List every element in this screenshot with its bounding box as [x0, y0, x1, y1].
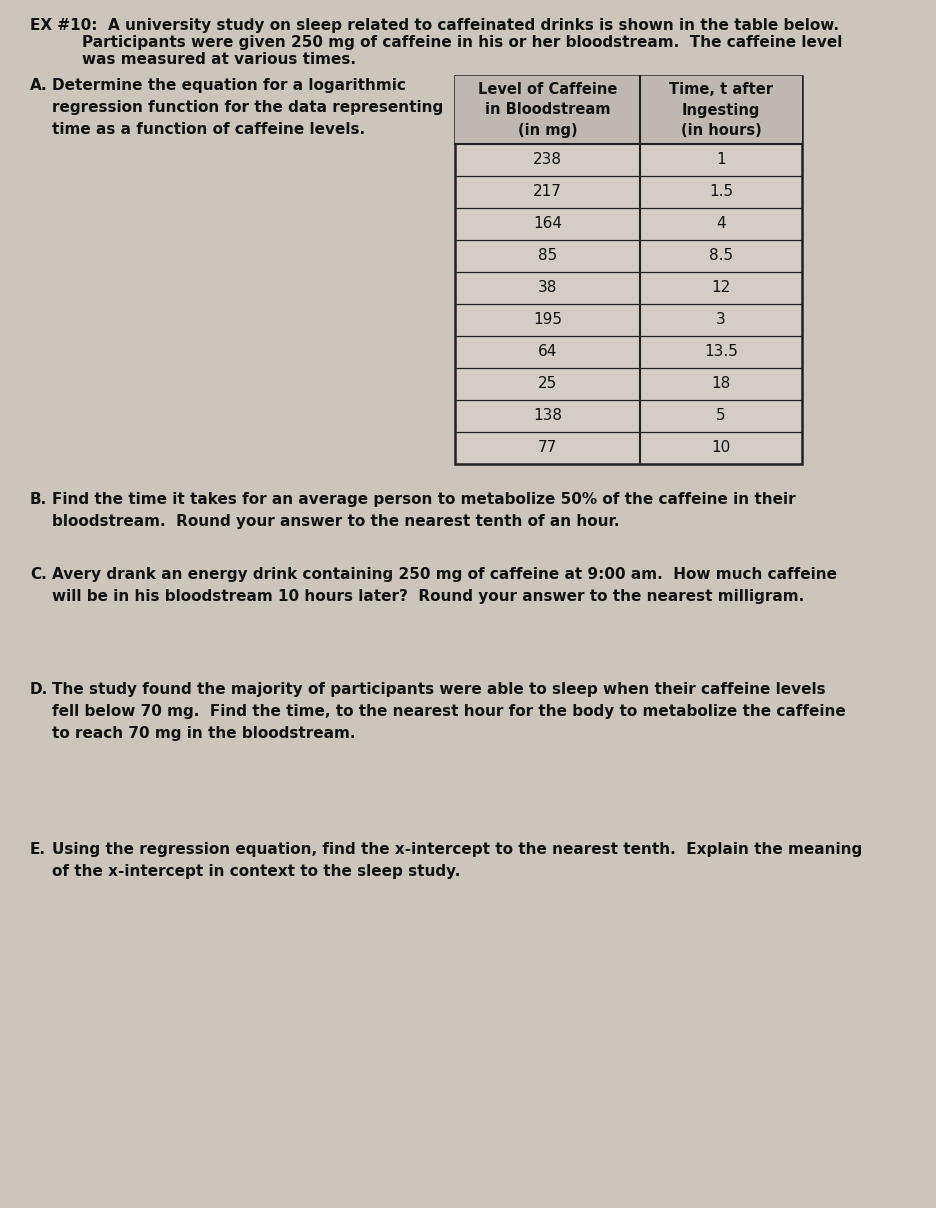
- Text: 85: 85: [537, 249, 557, 263]
- Text: EX #10:  A university study on sleep related to caffeinated drinks is shown in t: EX #10: A university study on sleep rela…: [30, 18, 838, 33]
- Text: 3: 3: [715, 313, 725, 327]
- Text: 195: 195: [533, 313, 562, 327]
- Text: Find the time it takes for an average person to metabolize 50% of the caffeine i: Find the time it takes for an average pe…: [51, 492, 795, 529]
- Text: 8.5: 8.5: [709, 249, 732, 263]
- Text: A.: A.: [30, 79, 48, 93]
- Text: Using the regression equation, find the x-intercept to the nearest tenth.  Expla: Using the regression equation, find the …: [51, 842, 861, 879]
- Text: 238: 238: [533, 152, 562, 168]
- Text: Avery drank an energy drink containing 250 mg of caffeine at 9:00 am.  How much : Avery drank an energy drink containing 2…: [51, 567, 836, 604]
- Text: 25: 25: [537, 377, 557, 391]
- Text: 1.5: 1.5: [709, 185, 732, 199]
- Text: 13.5: 13.5: [703, 344, 738, 360]
- Text: 138: 138: [533, 408, 562, 424]
- Text: E.: E.: [30, 842, 46, 856]
- Text: 4: 4: [715, 216, 725, 232]
- Text: Level of Caffeine
in Bloodstream
(in mg): Level of Caffeine in Bloodstream (in mg): [477, 82, 617, 138]
- Text: 18: 18: [710, 377, 730, 391]
- Bar: [455, 76, 801, 464]
- Text: 12: 12: [710, 280, 730, 296]
- Text: C.: C.: [30, 567, 47, 582]
- Bar: [455, 76, 801, 144]
- Text: was measured at various times.: was measured at various times.: [82, 52, 356, 66]
- Text: 164: 164: [533, 216, 562, 232]
- Text: 217: 217: [533, 185, 562, 199]
- Text: Participants were given 250 mg of caffeine in his or her bloodstream.  The caffe: Participants were given 250 mg of caffei…: [82, 35, 841, 50]
- Text: 5: 5: [715, 408, 725, 424]
- Text: Time, t after
Ingesting
(in hours): Time, t after Ingesting (in hours): [668, 82, 772, 138]
- Text: 1: 1: [715, 152, 725, 168]
- Text: 38: 38: [537, 280, 557, 296]
- Text: 77: 77: [537, 441, 557, 455]
- Text: D.: D.: [30, 683, 48, 697]
- Text: 64: 64: [537, 344, 557, 360]
- Text: 10: 10: [710, 441, 730, 455]
- Text: Determine the equation for a logarithmic
regression function for the data repres: Determine the equation for a logarithmic…: [51, 79, 443, 138]
- Text: The study found the majority of participants were able to sleep when their caffe: The study found the majority of particip…: [51, 683, 845, 742]
- Text: B.: B.: [30, 492, 47, 507]
